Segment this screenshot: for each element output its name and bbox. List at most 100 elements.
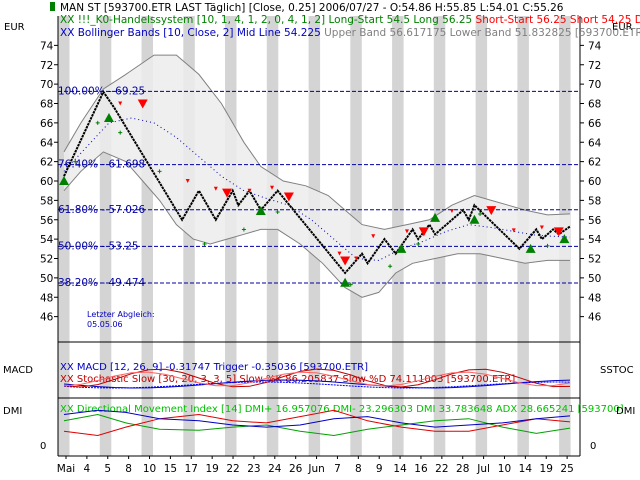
short-mark — [185, 179, 190, 183]
short-mark — [371, 234, 376, 239]
long-mark — [478, 211, 483, 216]
dmi-panel-label-right: DMI — [616, 406, 635, 417]
y-tick-label-right: 56 — [588, 215, 602, 227]
x-tick-label: 22 — [226, 463, 239, 475]
y-tick-label-left: 58 — [40, 195, 53, 207]
y-tick-label-left: 56 — [40, 215, 54, 227]
buy-signal-triangle — [340, 277, 351, 287]
long-mark — [73, 159, 78, 164]
y-tick-label-right: 52 — [588, 254, 601, 266]
y-tick-label-left: 54 — [40, 234, 54, 246]
y-tick-label-left: 68 — [40, 99, 53, 111]
date-stripe — [58, 16, 70, 456]
fib-level-label: 76.40% - 61.698 — [58, 159, 145, 171]
y-tick-label-right: 48 — [588, 292, 601, 304]
long-mark — [241, 227, 246, 232]
x-tick-label: 7 — [334, 463, 341, 475]
y-tick-label-right: 62 — [588, 157, 601, 169]
x-tick-label: 4 — [84, 463, 91, 475]
macd-trigger-line — [63, 381, 571, 389]
buy-signal-triangle — [469, 214, 480, 224]
y-tick-label-left: 46 — [40, 312, 54, 324]
x-tick-label: 10 — [498, 463, 511, 475]
x-tick-label: 22 — [435, 463, 448, 475]
x-tick-label: Mai — [57, 463, 75, 475]
x-tick-label: Jun — [307, 463, 324, 475]
short-mark — [213, 186, 218, 191]
x-tick-label: 26 — [289, 463, 303, 475]
y-tick-label-left: 74 — [40, 40, 54, 52]
long-mark — [157, 169, 162, 174]
x-tick-label: 28 — [456, 463, 469, 475]
x-tick-label: 15 — [164, 463, 177, 475]
y-tick-label-right: 50 — [588, 273, 601, 285]
fib-level-label: 50.00% - 53.25 — [58, 240, 139, 252]
y-tick-label-right: 72 — [588, 60, 601, 72]
buy-signal-triangle — [396, 243, 407, 253]
short-mark — [247, 188, 252, 193]
dmi-minus-line — [63, 409, 571, 437]
dmi-zero-tick-right: 0 — [590, 441, 596, 452]
y-tick-label-right: 68 — [588, 99, 601, 111]
dmi-panel: XX Directional Movement Index [14] DMI+ … — [60, 404, 624, 437]
x-tick-label: 16 — [414, 463, 428, 475]
annotation-line-1: Letzter Abgleich: — [87, 310, 155, 319]
buy-signal-triangle — [255, 206, 266, 216]
x-tick-label: 14 — [519, 463, 533, 475]
y-tick-label-right: 66 — [588, 118, 602, 130]
fib-level-label: 61.80% - 57.026 — [58, 204, 146, 216]
y-tick-label-right: 64 — [588, 137, 602, 149]
macd-panel-label-right: SSTOC — [600, 365, 634, 376]
bollinger-band-fill — [64, 55, 570, 298]
short-mark — [511, 228, 516, 233]
y-tick-label-left: 48 — [40, 292, 53, 304]
long-mark — [545, 243, 550, 248]
sell-signal-triangle — [137, 99, 148, 109]
bollinger-mid-line — [63, 117, 571, 261]
macd-line — [63, 379, 571, 389]
sell-signal-triangle — [340, 256, 351, 266]
long-mark — [95, 120, 100, 125]
y-tick-label-right: 58 — [588, 195, 601, 207]
y-tick-label-left: 72 — [40, 60, 53, 72]
y-tick-label-right: 54 — [588, 234, 602, 246]
y-tick-label-left: 60 — [40, 176, 53, 188]
date-stripe — [141, 16, 153, 456]
annotation-line-2: 05.05.06 — [87, 320, 123, 329]
title-marker-icon — [50, 2, 55, 11]
price-line — [63, 89, 571, 275]
x-tick-label: 8 — [125, 463, 132, 475]
dmi-plus-line — [63, 413, 571, 437]
y-axis-label-left: EUR — [4, 22, 25, 33]
bollinger-lower-band — [63, 151, 570, 298]
x-tick-label: 19 — [540, 463, 553, 475]
legend-entry: Short-Start 56.25 Short 54.25 DM — [476, 14, 640, 26]
short-mark — [404, 229, 409, 234]
x-tick-label: 23 — [247, 463, 260, 475]
y-tick-label-right: 70 — [588, 79, 601, 91]
buy-signal-triangle — [525, 243, 536, 253]
x-tick-label: 17 — [185, 463, 198, 475]
x-tick-label: 9 — [376, 463, 383, 475]
legend-entry: XX !!!_K0-Handelssystem [10, 1, 4, 1, 2,… — [60, 14, 476, 26]
macd-legend-entry: XX MACD [12, 26, 9] -0.31747 Trigger -0.… — [60, 362, 368, 373]
long-mark — [118, 130, 123, 135]
buy-signal-triangle — [559, 234, 570, 244]
long-mark — [416, 241, 421, 246]
sell-signal-triangle — [486, 206, 497, 216]
date-stripe — [266, 16, 279, 456]
chart-text: MAN ST [593700.ETR LAST Täglich] [Close,… — [3, 2, 640, 452]
x-tick-label: 25 — [560, 463, 573, 475]
long-mark — [348, 282, 353, 287]
x-tick-label: 10 — [143, 463, 156, 475]
y-tick-label-right: 46 — [588, 312, 602, 324]
bollinger-bands — [63, 54, 571, 298]
y-axis-label-right: EUR — [612, 22, 633, 33]
stochastic-k-line — [63, 368, 571, 388]
buy-signal-triangle — [430, 212, 441, 222]
long-mark — [202, 241, 207, 246]
sell-signal-triangle — [222, 188, 233, 198]
